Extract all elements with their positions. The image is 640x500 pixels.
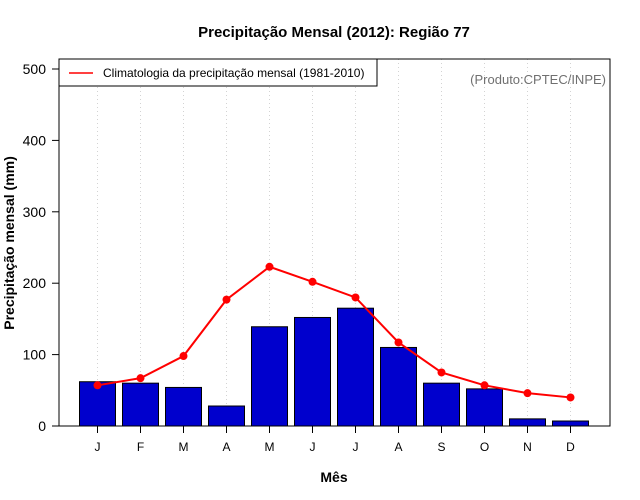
x-axis-title: Mês [320,469,347,485]
climatology-point-10 [480,381,489,390]
climatology-point-2 [136,374,145,383]
y-tick-label: 200 [23,275,47,291]
climatology-point-12 [566,393,575,402]
x-tick-label: D [566,440,575,454]
bar-series [79,307,589,427]
legend: Climatologia da precipitação mensal (198… [58,58,378,87]
bar-12 [552,420,589,427]
chart-title: Precipitação Mensal (2012): Região 77 [198,24,470,41]
plot-frame [58,58,611,427]
climatology-line [97,265,571,399]
y-axis: 0 100 200 300 400 500 [23,61,59,434]
legend-box [58,58,378,87]
x-tick-label: M [265,440,275,454]
y-tick-label: 500 [23,61,47,77]
climatology-line-series [93,262,575,402]
x-tick-label: F [137,440,144,454]
y-tick-label: 100 [23,347,47,363]
climatology-point-9 [437,368,446,377]
climatology-point-5 [265,262,274,271]
bar-3 [165,386,202,427]
bar-10 [466,388,503,427]
bar-4 [208,405,245,427]
bar-7 [337,307,374,427]
x-tick-label: M [179,440,189,454]
bar-2 [122,382,159,427]
y-tick-label: 0 [38,418,46,434]
climatology-point-6 [308,277,317,286]
vertical-gridlines [97,59,571,426]
y-tick-label: 300 [23,204,47,220]
source-annotation: (Produto:CPTEC/INPE) [470,72,606,87]
bar-11 [509,418,546,427]
x-tick-label: A [394,440,402,454]
climatology-point-1 [93,381,102,390]
legend-label: Climatologia da precipitação mensal (198… [103,66,364,80]
bar-9 [423,382,460,427]
x-tick-label: S [437,440,445,454]
climatology-point-8 [394,338,403,347]
x-tick-label: A [222,440,230,454]
climatology-point-4 [222,295,231,304]
x-tick-label: J [353,440,359,454]
bar-8 [380,346,417,427]
x-tick-label: J [310,440,316,454]
y-axis-title: Precipitação mensal (mm) [1,156,17,330]
x-tick-label: J [95,440,101,454]
x-tick-label: N [523,440,532,454]
y-tick-label: 400 [23,132,47,148]
bar-5 [251,326,288,427]
climatology-point-3 [179,352,188,361]
climatology-point-7 [351,293,360,302]
climatology-point-11 [523,389,532,398]
bar-6 [294,316,331,427]
x-tick-label: O [480,440,489,454]
